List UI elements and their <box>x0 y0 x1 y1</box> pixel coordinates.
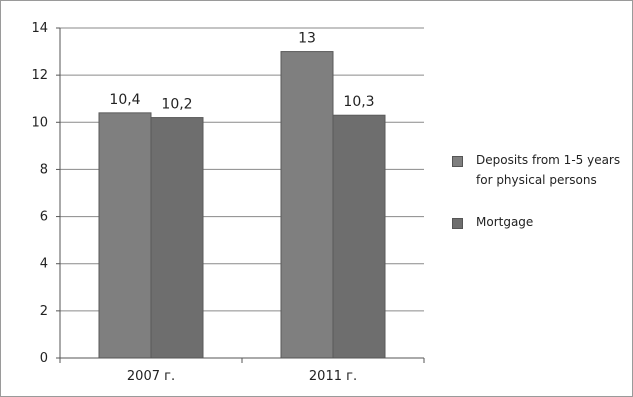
legend-label-deposits: Deposits from 1-5 years for physical per… <box>476 153 621 187</box>
y-tick-label: 6 <box>40 210 48 225</box>
y-tick-label: 14 <box>31 21 48 36</box>
bar <box>150 117 204 359</box>
y-tick-label: 0 <box>40 351 48 366</box>
legend-swatch-deposits <box>452 156 463 167</box>
legend-item-deposits: Deposits from 1-5 years for physical per… <box>452 150 633 190</box>
y-tick-label: 4 <box>40 257 48 272</box>
bar <box>280 51 334 359</box>
data-label: 10,2 <box>161 97 192 113</box>
legend-item-mortgage: Mortgage <box>452 212 633 232</box>
chart-legend: Deposits from 1-5 years for physical per… <box>452 150 633 254</box>
legend-swatch-mortgage <box>452 218 463 229</box>
legend-label-mortgage: Mortgage <box>476 215 534 229</box>
y-tick-label: 10 <box>31 115 48 130</box>
bar <box>332 114 386 359</box>
y-tick-label: 8 <box>40 162 48 177</box>
data-label: 10,3 <box>343 94 374 110</box>
x-tick-label: 2007 г. <box>127 369 175 384</box>
x-tick-label: 2011 г. <box>309 369 357 384</box>
bar <box>98 112 152 359</box>
data-label: 13 <box>298 31 316 47</box>
data-label: 10,4 <box>109 92 140 108</box>
y-tick-label: 2 <box>40 304 48 319</box>
y-tick-label: 12 <box>31 68 48 83</box>
